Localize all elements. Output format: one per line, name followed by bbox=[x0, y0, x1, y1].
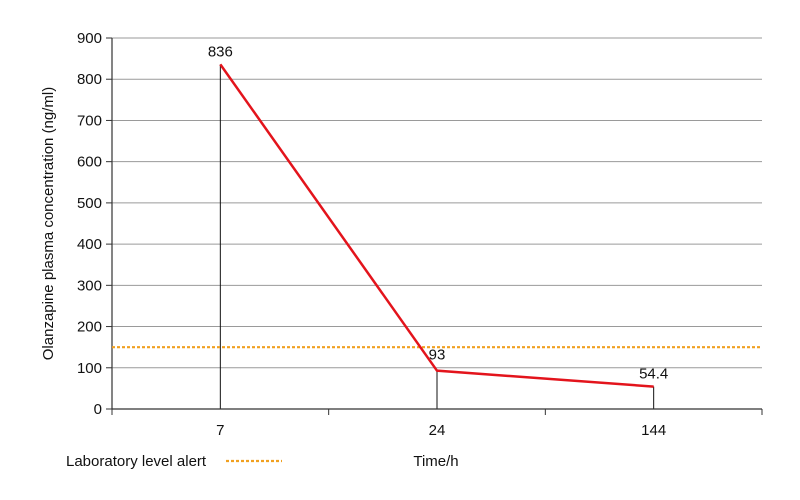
data-label: 836 bbox=[208, 43, 233, 60]
y-tick-label: 300 bbox=[77, 277, 102, 294]
y-tick-label: 900 bbox=[77, 30, 102, 47]
series-line bbox=[219, 63, 654, 388]
y-tick-label: 100 bbox=[77, 360, 102, 377]
data-labels: 836 93 54.4 bbox=[208, 43, 668, 382]
data-label: 93 bbox=[429, 347, 446, 364]
y-axis-title: Olanzapine plasma concentration (ng/ml) bbox=[40, 87, 57, 360]
drop-lines bbox=[219, 64, 655, 409]
y-axis-ticks: 0 100 200 300 400 500 600 700 800 900 bbox=[77, 30, 112, 418]
y-tick-label: 200 bbox=[77, 319, 102, 336]
x-tick-label: 24 bbox=[429, 422, 446, 439]
x-tick-label: 144 bbox=[641, 422, 666, 439]
data-label: 54.4 bbox=[639, 366, 668, 383]
y-tick-label: 400 bbox=[77, 236, 102, 253]
y-tick-label: 600 bbox=[77, 154, 102, 171]
gridlines bbox=[112, 37, 762, 369]
x-axis-ticks: 7 24 144 bbox=[111, 409, 763, 439]
legend-label: Laboratory level alert bbox=[66, 453, 207, 470]
x-axis-title: Time/h bbox=[413, 453, 458, 470]
y-tick-label: 0 bbox=[94, 401, 102, 418]
y-tick-label: 500 bbox=[77, 195, 102, 212]
legend: Laboratory level alert bbox=[66, 453, 282, 470]
y-tick-label: 800 bbox=[77, 71, 102, 88]
y-tick-label: 700 bbox=[77, 112, 102, 129]
x-tick-label: 7 bbox=[216, 422, 224, 439]
